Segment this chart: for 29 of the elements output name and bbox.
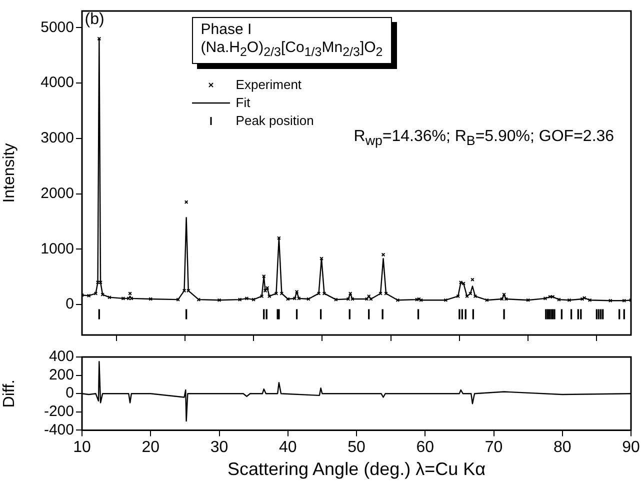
x-tick-label: 30	[210, 439, 228, 456]
x-tick-label: 90	[622, 439, 640, 456]
y-tick-label: 3000	[40, 130, 74, 147]
y-axis-title: Intensity	[1, 143, 18, 203]
x-tick-label: 60	[416, 439, 434, 456]
legend-label: Peak position	[236, 112, 314, 130]
y-tick-label: 4000	[40, 74, 74, 92]
annotation: (b)	[84, 11, 104, 30]
y-axis-title: Diff.	[1, 380, 18, 408]
x-tick-label: 40	[278, 439, 297, 456]
y-tick-label: 400	[48, 348, 74, 366]
y-tick-label: 0	[66, 296, 74, 313]
y-tick-label: 1000	[40, 240, 74, 258]
x-tick-label: 80	[553, 439, 572, 456]
annotation: R$_{wp}$=14.36%; R$_{B}$=5.90%; GOF=2.36	[354, 128, 614, 148]
x-tick-label: 70	[484, 439, 503, 456]
y-tick-label: 2000	[40, 184, 74, 202]
y-tick-label: -400	[44, 421, 74, 438]
y-tick-label: 0	[66, 384, 74, 402]
legend-label: Experiment	[236, 76, 302, 94]
y-tick-label: -200	[44, 403, 74, 420]
annotation: Phase I	[200, 21, 253, 39]
x-tick-label: 20	[142, 439, 160, 456]
x-tick-label: 10	[73, 439, 91, 456]
y-tick-label: 200	[48, 366, 74, 384]
x-tick-label: 50	[348, 439, 366, 456]
x-axis-title: Scattering Angle (deg.) λ=Cu Kα	[227, 459, 486, 480]
legend-label: Fit	[236, 94, 250, 112]
y-tick-label: 5000	[40, 18, 74, 36]
